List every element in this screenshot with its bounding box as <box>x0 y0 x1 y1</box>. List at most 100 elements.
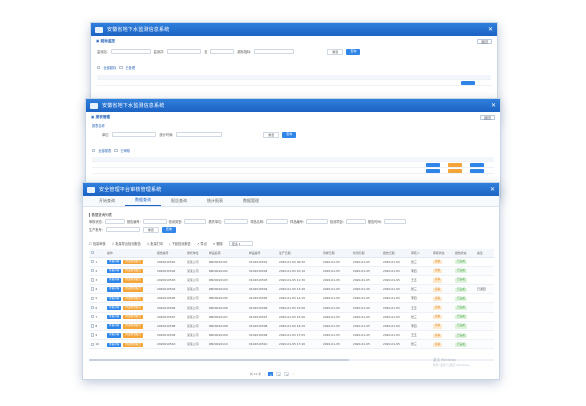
view-detail-button[interactable]: 查看详情 <box>107 315 122 320</box>
batch-audit-button[interactable]: ☐ 批量审核 <box>89 242 106 246</box>
filter-input[interactable] <box>305 219 328 224</box>
filter-input[interactable] <box>383 219 406 224</box>
nav-tab-report[interactable]: 报告查询 <box>171 198 187 203</box>
table-row[interactable]: 2 查看详情 修改检测报告 2020010502 某某公司 RB20010102 01020… <box>89 266 494 276</box>
export-button[interactable]: ↗ 导出 <box>196 242 207 246</box>
row-action-button[interactable] <box>448 163 462 167</box>
batch-print-button[interactable]: ⎙ 批量打印 <box>146 242 164 246</box>
view-detail-button[interactable]: 查看详情 <box>107 287 122 292</box>
search-button[interactable]: 查询 <box>282 132 297 138</box>
edit-report-button[interactable]: 修改检测报告 <box>123 278 143 283</box>
page-1[interactable]: 1 <box>268 372 274 377</box>
tab-radio[interactable] <box>92 148 96 153</box>
table-row[interactable]: 8 查看详情 修改检测报告 2020010508 某某公司 RB20010108 01020… <box>89 321 494 332</box>
row-action-button[interactable] <box>470 169 484 173</box>
row-checkbox[interactable] <box>91 269 95 273</box>
prev-page-icon[interactable]: ‹ <box>264 372 266 377</box>
col-sample[interactable]: 样品名称 <box>207 249 247 258</box>
table-row[interactable]: 9 查看详情 修改检测报告 2020010509 某某公司 RB20010109 01020… <box>89 330 494 341</box>
next-page-icon[interactable]: › <box>292 372 294 377</box>
nav-tab-start[interactable]: 开始查询 <box>99 198 115 203</box>
filter-input[interactable] <box>345 219 366 224</box>
page-2[interactable]: 2 <box>276 372 282 377</box>
edit-report-button[interactable]: 修改检测报告 <box>123 305 143 311</box>
table-row[interactable]: 4 查看详情 修改检测报告 2020010504 某某公司 RB20010104 01020… <box>89 284 494 295</box>
row-action-button[interactable] <box>461 81 475 85</box>
tab-done[interactable]: 已审核 <box>120 149 131 153</box>
tab-all[interactable]: 全部超标 <box>103 66 117 70</box>
edit-report-button[interactable]: 修改检测报告 <box>123 333 143 338</box>
edit-report-button[interactable]: 修改检测报告 <box>123 259 143 265</box>
select-all-checkbox[interactable] <box>91 251 95 255</box>
filter-input[interactable] <box>176 132 223 138</box>
search-button[interactable]: 查询 <box>161 227 176 233</box>
page-3[interactable]: 3 <box>284 372 290 377</box>
table-row[interactable]: 3 查看详情 修改检测报告 2020010503 某某公司 RB20010103 01020… <box>89 275 494 286</box>
delete-button[interactable]: ✕ 删除 <box>212 242 223 246</box>
close-icon[interactable]: ✕ <box>489 185 495 193</box>
tab-radio[interactable] <box>114 148 118 153</box>
nav-tab-data[interactable]: 数据查询 <box>125 197 161 206</box>
more-select[interactable]: 更多 ▾ <box>228 241 253 246</box>
tab-radio[interactable] <box>119 65 123 70</box>
edit-report-button[interactable]: 修改检测报告 <box>123 269 143 274</box>
back-button[interactable]: 返回 <box>476 39 492 44</box>
reset-button[interactable]: 重置 <box>263 132 280 138</box>
table-row[interactable]: 1 查看详情 修改检测报告 2020010501 某某公司 RB20010101 01020… <box>89 257 494 267</box>
row-checkbox[interactable] <box>91 305 95 310</box>
horizontal-scrollbar[interactable] <box>89 359 494 362</box>
table-row[interactable]: 7 查看详情 修改检测报告 2020010507 某某公司 RB20010107 01020… <box>89 312 494 322</box>
edit-report-button[interactable]: 修改检测报告 <box>123 324 143 329</box>
filter-input[interactable] <box>167 49 202 55</box>
filter-input[interactable] <box>105 227 140 233</box>
row-checkbox[interactable] <box>91 315 95 319</box>
edit-report-button[interactable]: 修改检测报告 <box>123 315 143 320</box>
filter-input[interactable] <box>210 49 235 55</box>
nav-tab-manage[interactable]: 数据管理 <box>243 198 259 203</box>
reset-button[interactable]: 重置 <box>142 227 159 233</box>
reset-button[interactable]: 重置 <box>327 49 344 55</box>
view-detail-button[interactable]: 查看详情 <box>107 278 122 283</box>
view-detail-button[interactable]: 查看详情 <box>107 269 122 274</box>
scrollbar-thumb[interactable] <box>89 359 349 362</box>
view-detail-button[interactable]: 查看详情 <box>107 333 122 338</box>
batch-export-button[interactable]: ⇩ 批量导出检测报告 <box>111 242 141 246</box>
col-unit[interactable]: 委托单位 <box>185 249 207 258</box>
close-icon[interactable]: ✕ <box>490 101 496 109</box>
row-action-button[interactable] <box>426 169 440 173</box>
filter-input[interactable] <box>224 219 249 224</box>
download-report-button[interactable]: ⤓ 下载检测报告 <box>169 242 191 246</box>
col-arrive-date[interactable]: 到样日期 <box>321 249 351 258</box>
filter-input[interactable] <box>142 219 167 224</box>
close-icon[interactable]: ✕ <box>487 25 493 33</box>
view-detail-button[interactable]: 查看详情 <box>107 259 122 265</box>
filter-input[interactable] <box>112 132 157 138</box>
col-prod-date[interactable]: 生产日期 <box>277 249 321 258</box>
edit-report-button[interactable]: 修改检测报告 <box>123 296 143 302</box>
row-action-button[interactable] <box>470 163 484 167</box>
view-detail-button[interactable]: 查看详情 <box>107 324 122 329</box>
row-checkbox[interactable] <box>91 333 95 337</box>
filter-input[interactable] <box>266 219 289 224</box>
view-detail-button[interactable]: 查看详情 <box>107 342 122 347</box>
col-test-date[interactable]: 检测日期 <box>351 249 381 258</box>
tab-radio[interactable] <box>97 65 101 70</box>
row-checkbox[interactable] <box>91 287 95 291</box>
col-report-date[interactable]: 报告日期 <box>381 249 409 258</box>
table-row[interactable]: 5 查看详情 修改检测报告 2020010505 某某公司 RB20010105 01020… <box>89 293 494 304</box>
nav-tab-stats[interactable]: 统计报表 <box>207 198 223 203</box>
back-button[interactable]: 返回 <box>479 115 495 120</box>
tab-all[interactable]: 全部报表 <box>98 149 112 153</box>
filter-input[interactable] <box>104 219 125 224</box>
col-report[interactable]: 报告编号 <box>155 249 185 258</box>
row-action-button[interactable] <box>426 163 440 167</box>
search-button[interactable]: 查询 <box>346 49 361 55</box>
row-action-button[interactable] <box>448 169 462 173</box>
filter-input[interactable] <box>254 49 295 55</box>
row-checkbox[interactable] <box>91 342 95 346</box>
tab-done[interactable]: 已处理 <box>125 66 136 70</box>
edit-report-button[interactable]: 修改检测报告 <box>123 342 143 347</box>
row-checkbox[interactable] <box>91 324 95 328</box>
edit-report-button[interactable]: 修改检测报告 <box>123 287 143 292</box>
row-checkbox[interactable] <box>91 278 95 282</box>
